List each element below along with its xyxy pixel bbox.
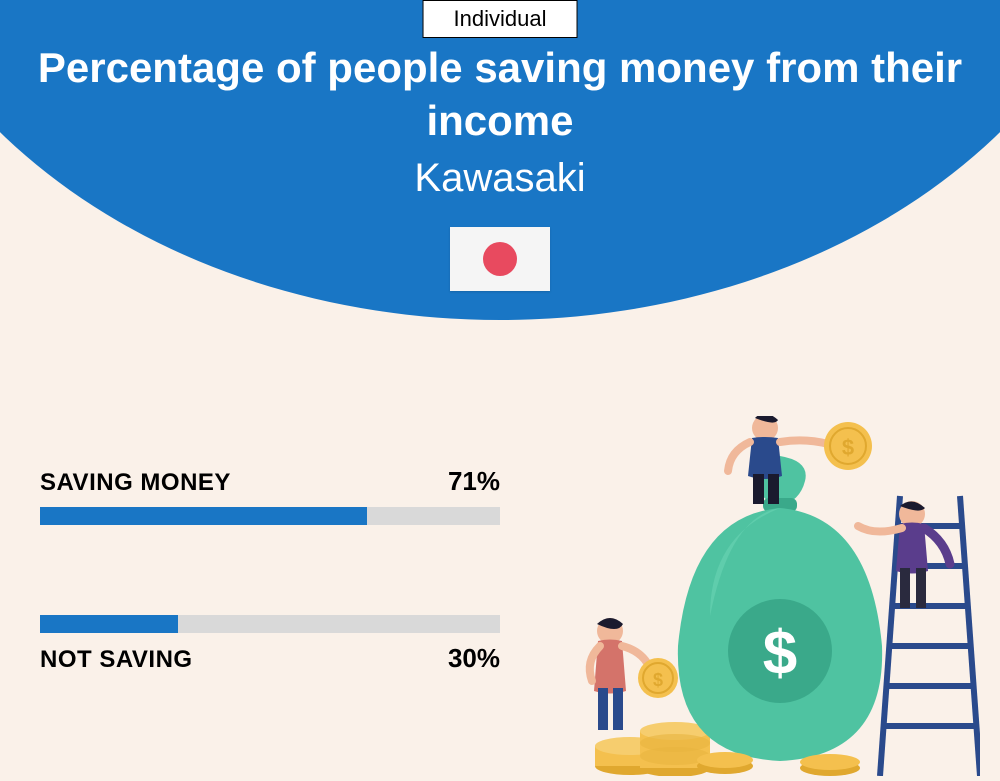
bar-fill xyxy=(40,615,178,633)
progress-bars: SAVING MONEY 71% NOT SAVING 30% xyxy=(40,466,500,764)
svg-text:$: $ xyxy=(653,670,663,690)
bar-label: NOT SAVING xyxy=(40,646,193,674)
bar-saving: SAVING MONEY 71% xyxy=(40,466,500,525)
bar-label: SAVING MONEY xyxy=(40,469,231,497)
bar-not-saving: NOT SAVING 30% xyxy=(40,615,500,674)
japan-flag xyxy=(450,227,550,291)
money-bag-icon: $ xyxy=(678,456,882,761)
person-icon: $ xyxy=(590,618,678,730)
location-subtitle: Kawasaki xyxy=(0,156,1000,201)
main-title: Percentage of people saving money from t… xyxy=(0,42,1000,147)
savings-illustration: $ $ xyxy=(580,416,980,776)
bar-fill xyxy=(40,507,367,525)
money-bag-icon: $ $ xyxy=(580,416,980,776)
bar-value: 71% xyxy=(448,466,500,497)
bar-value: 30% xyxy=(448,643,500,674)
flag-circle-icon xyxy=(483,242,517,276)
bar-track xyxy=(40,615,500,633)
category-tag: Individual xyxy=(423,0,578,38)
svg-text:$: $ xyxy=(842,435,854,460)
svg-text:$: $ xyxy=(763,619,797,688)
bar-track xyxy=(40,507,500,525)
coin-stack-icon xyxy=(595,722,710,776)
